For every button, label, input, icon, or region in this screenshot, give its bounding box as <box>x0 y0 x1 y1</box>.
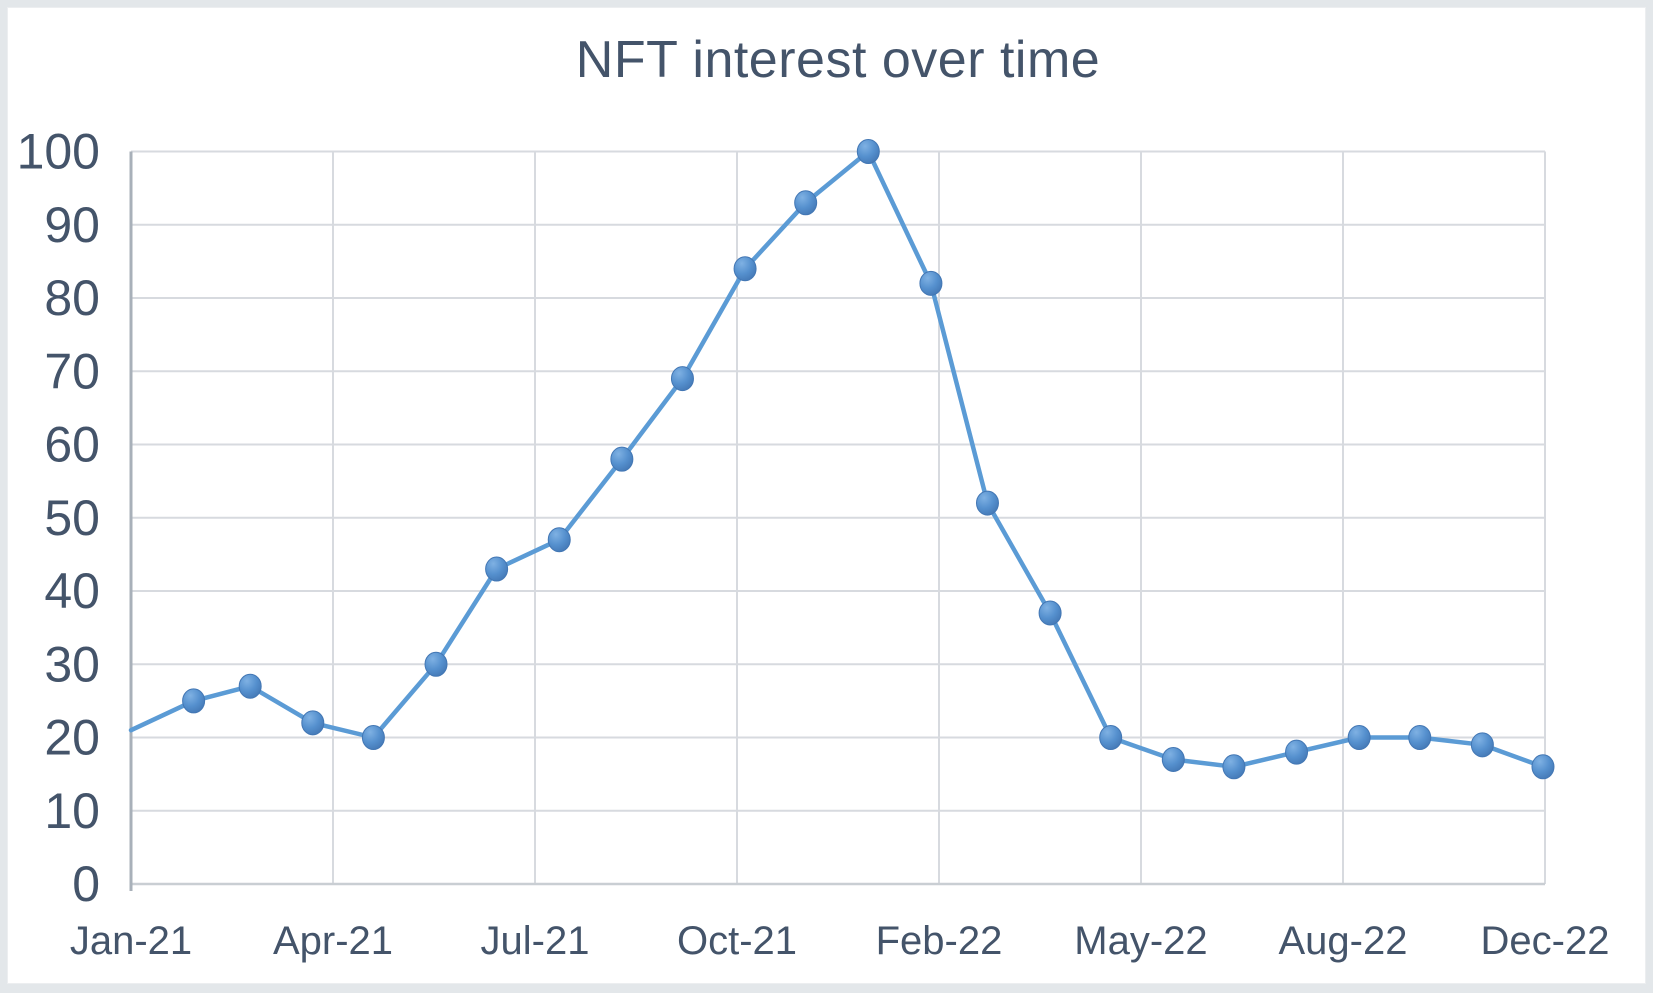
x-tick-label: Feb-22 <box>876 919 1003 963</box>
data-point-marker <box>1347 725 1371 750</box>
data-point-marker <box>1285 739 1309 765</box>
y-tick-label: 60 <box>44 417 100 473</box>
chart-surface <box>7 7 1646 984</box>
data-point-marker <box>733 256 757 282</box>
data-point-marker <box>1470 732 1494 758</box>
y-tick-label: 90 <box>44 197 100 253</box>
data-point-marker <box>610 446 634 472</box>
data-point-marker <box>182 688 206 714</box>
data-point-marker <box>424 651 448 677</box>
data-point-marker <box>485 556 509 582</box>
data-point-marker <box>301 710 325 736</box>
data-point-marker <box>238 673 262 699</box>
x-tick-label: Jan-21 <box>70 919 192 963</box>
y-tick-label: 50 <box>44 490 100 546</box>
data-point-marker <box>1038 600 1062 626</box>
y-tick-label: 10 <box>44 783 100 839</box>
data-point-marker <box>547 527 571 553</box>
x-tick-label: May-22 <box>1074 919 1207 963</box>
data-point-marker <box>794 190 818 216</box>
y-tick-label: 20 <box>44 710 100 766</box>
x-tick-label: Aug-22 <box>1279 919 1408 963</box>
y-tick-label: 70 <box>44 343 100 399</box>
data-point-marker <box>975 490 999 516</box>
x-tick-label: Jul-21 <box>481 919 590 963</box>
data-point-marker <box>361 725 385 750</box>
y-tick-label: 100 <box>17 124 100 180</box>
data-point-marker <box>670 366 694 392</box>
data-point-marker <box>919 270 943 296</box>
data-point-marker <box>1408 725 1432 750</box>
x-tick-label: Apr-21 <box>273 919 393 963</box>
data-point-marker <box>1222 754 1246 780</box>
chart-title: NFT interest over time <box>575 31 1101 89</box>
data-point-marker <box>856 139 880 164</box>
x-tick-label: Oct-21 <box>677 919 797 963</box>
trend-line <box>128 149 1546 770</box>
data-point-marker <box>1161 746 1185 772</box>
y-tick-label: 30 <box>44 636 100 692</box>
y-tick-label: 0 <box>72 856 100 912</box>
y-tick-label: 40 <box>44 563 100 619</box>
data-point-marker <box>1531 754 1555 780</box>
data-point-marker <box>1099 725 1123 750</box>
y-tick-label: 80 <box>44 270 100 326</box>
x-tick-label: Dec-22 <box>1481 919 1610 963</box>
